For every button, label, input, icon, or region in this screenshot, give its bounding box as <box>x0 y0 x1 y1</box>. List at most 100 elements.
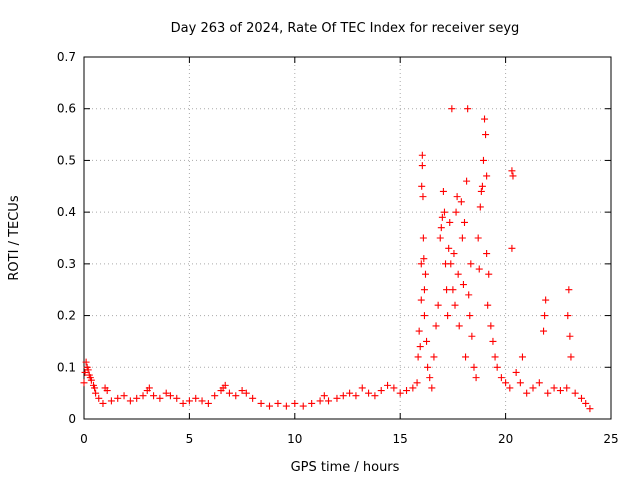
data-point <box>192 394 200 402</box>
data-point <box>550 384 558 392</box>
data-point <box>204 399 212 407</box>
data-point <box>438 213 446 221</box>
data-point <box>454 270 462 278</box>
data-point <box>418 151 426 159</box>
data-point <box>463 177 471 185</box>
data-point <box>449 286 457 294</box>
data-point <box>445 244 453 252</box>
data-point <box>339 392 347 400</box>
data-point <box>418 182 426 190</box>
data-point <box>257 399 265 407</box>
data-point <box>563 384 571 392</box>
data-point <box>470 363 478 371</box>
data-point <box>497 374 505 382</box>
data-point <box>465 291 473 299</box>
gridlines <box>84 57 611 419</box>
y-tick-label: 0.7 <box>57 50 76 64</box>
data-point <box>426 374 434 382</box>
y-tick-label: 0.5 <box>57 153 76 167</box>
x-tick-label: 25 <box>603 432 618 446</box>
data-point <box>491 353 499 361</box>
data-point <box>458 234 466 242</box>
data-point <box>452 208 460 216</box>
data-point <box>420 286 428 294</box>
data-point <box>415 327 423 335</box>
data-point <box>487 322 495 330</box>
data-point <box>120 392 128 400</box>
data-point <box>418 162 426 170</box>
data-point <box>436 234 444 242</box>
data-point <box>358 384 366 392</box>
data-point <box>390 384 398 392</box>
data-point <box>316 397 324 405</box>
data-point <box>523 389 531 397</box>
data-point <box>249 394 257 402</box>
data-point <box>481 115 489 123</box>
data-point <box>440 208 448 216</box>
data-point <box>107 397 115 405</box>
data-point <box>466 312 474 320</box>
data-point <box>474 234 482 242</box>
x-axis-label: GPS time / hours <box>291 460 400 475</box>
data-point <box>586 405 594 413</box>
data-point <box>162 389 170 397</box>
data-point <box>238 387 246 395</box>
y-axis-label: ROTI / TECUs <box>7 195 22 280</box>
data-point <box>444 312 452 320</box>
data-point <box>173 394 181 402</box>
data-point <box>95 394 103 402</box>
data-point <box>274 399 282 407</box>
data-point <box>87 376 95 384</box>
data-point <box>414 353 422 361</box>
data-point <box>529 384 537 392</box>
data-point <box>166 392 174 400</box>
data-point <box>468 332 476 340</box>
data-point <box>225 389 233 397</box>
data-point <box>417 296 425 304</box>
data-point <box>299 402 307 410</box>
data-point <box>421 270 429 278</box>
data-point <box>484 301 492 309</box>
data-point <box>476 203 484 211</box>
data-point <box>198 397 206 405</box>
data-point <box>352 392 360 400</box>
data-point <box>460 218 468 226</box>
data-point <box>99 399 107 407</box>
data-points <box>80 105 594 413</box>
data-point <box>103 387 111 395</box>
data-point <box>133 394 141 402</box>
data-point <box>540 327 548 335</box>
data-point <box>416 343 424 351</box>
data-point <box>462 353 470 361</box>
data-point <box>126 397 134 405</box>
data-point <box>82 358 90 366</box>
data-point <box>308 399 316 407</box>
data-point <box>467 260 475 268</box>
y-tick-label: 0.3 <box>57 257 76 271</box>
x-tick-label: 0 <box>80 432 88 446</box>
data-point <box>483 172 491 180</box>
data-point <box>424 363 432 371</box>
data-point <box>346 389 354 397</box>
data-point <box>566 332 574 340</box>
data-point <box>291 399 299 407</box>
data-point <box>459 281 467 289</box>
data-point <box>439 187 447 195</box>
data-point <box>150 392 158 400</box>
data-point <box>139 392 147 400</box>
data-point <box>582 399 590 407</box>
y-tick-label: 0.6 <box>57 102 76 116</box>
data-point <box>516 379 524 387</box>
data-point <box>556 387 564 395</box>
data-point <box>179 399 187 407</box>
y-tick-label: 0.2 <box>57 309 76 323</box>
data-point <box>211 392 219 400</box>
data-point <box>464 105 472 113</box>
data-point <box>333 394 341 402</box>
data-point <box>564 312 572 320</box>
data-point <box>371 392 379 400</box>
y-axis-ticks: 0 0.1 0.2 0.3 0.4 0.5 0.6 0.7 <box>57 50 611 426</box>
data-point <box>417 260 425 268</box>
data-point <box>455 322 463 330</box>
data-point <box>446 218 454 226</box>
